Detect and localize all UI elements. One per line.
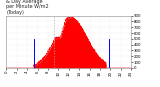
Text: Milwaukee Weather Solar Radiation
& Day Average
per Minute W/m2
(Today): Milwaukee Weather Solar Radiation & Day … (6, 0, 94, 15)
